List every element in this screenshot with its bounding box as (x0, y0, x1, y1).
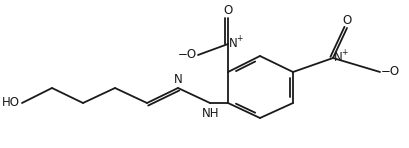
Text: NH: NH (202, 107, 219, 120)
Text: N: N (173, 73, 182, 86)
Text: O: O (223, 4, 232, 17)
Text: −O: −O (380, 66, 399, 78)
Text: +: + (340, 49, 346, 58)
Text: −O: −O (178, 49, 196, 62)
Text: N: N (333, 52, 342, 65)
Text: +: + (236, 34, 242, 44)
Text: N: N (229, 37, 237, 50)
Text: HO: HO (2, 96, 20, 110)
Text: O: O (342, 14, 351, 27)
